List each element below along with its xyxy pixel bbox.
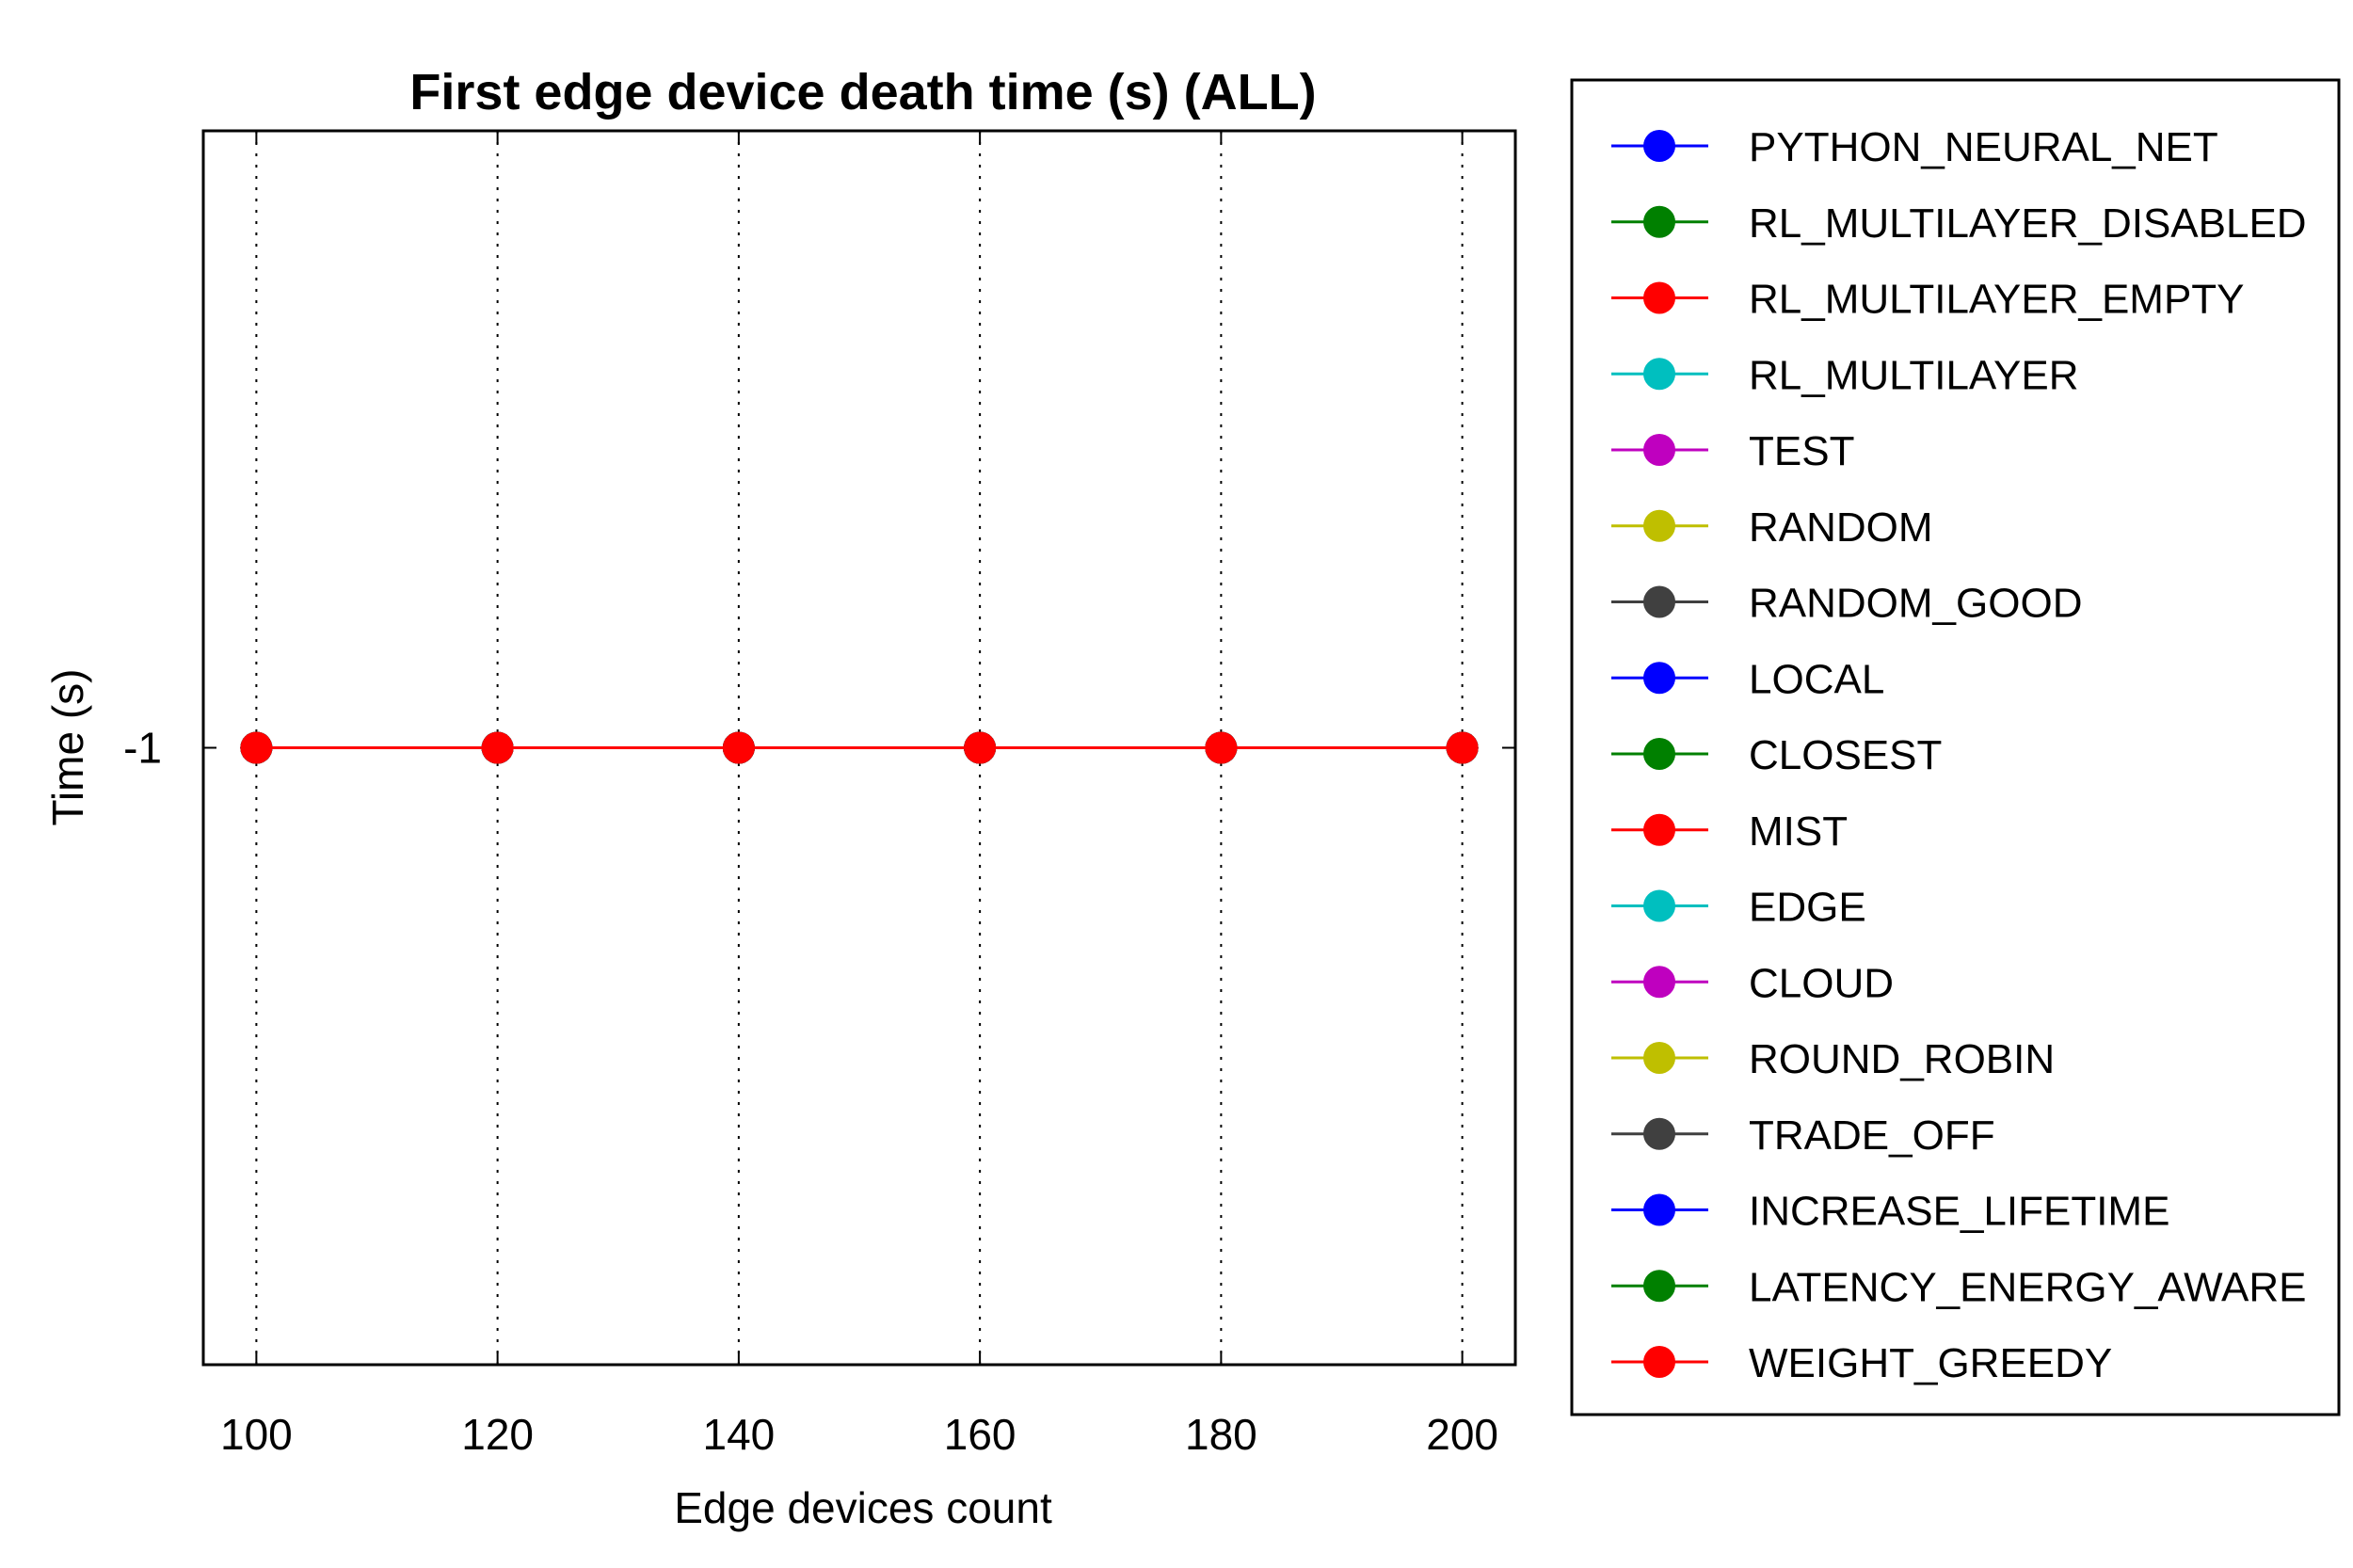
legend-marker bbox=[1643, 662, 1675, 695]
y-tick-label: -1 bbox=[123, 724, 162, 773]
legend-label: WEIGHT_GREEDY bbox=[1749, 1340, 2112, 1386]
legend-label: RL_MULTILAYER_EMPTY bbox=[1749, 277, 2245, 323]
legend-label: INCREASE_LIFETIME bbox=[1749, 1189, 2169, 1235]
legend-label: ROUND_ROBIN bbox=[1749, 1036, 2055, 1082]
y-axis-ticks: -1 bbox=[123, 724, 1515, 773]
legend-box bbox=[1570, 78, 2341, 1416]
chart-title: First edge device death time (s) (ALL) bbox=[409, 64, 1316, 120]
data-point bbox=[1446, 731, 1479, 764]
legend-entry: ROUND_ROBIN bbox=[1611, 1036, 2055, 1082]
legend-entry: CLOSEST bbox=[1611, 732, 1942, 778]
legend-entry: PYTHON_NEURAL_NET bbox=[1611, 124, 2218, 170]
legend-marker bbox=[1643, 1042, 1675, 1074]
legend-entry: WEIGHT_GREEDY bbox=[1611, 1340, 2112, 1386]
x-tick-label: 160 bbox=[944, 1410, 1016, 1459]
legend-marker bbox=[1643, 585, 1675, 618]
data-point bbox=[240, 731, 273, 764]
legend-label: RANDOM bbox=[1749, 504, 1933, 551]
x-tick-label: 100 bbox=[220, 1410, 293, 1459]
data-point bbox=[964, 731, 997, 764]
x-tick-label: 120 bbox=[461, 1410, 534, 1459]
legend-label: CLOUD bbox=[1749, 960, 1894, 1006]
legend-marker bbox=[1643, 205, 1675, 238]
legend-label: MIST bbox=[1749, 808, 1848, 855]
grid-lines bbox=[255, 131, 1464, 1365]
series-layer bbox=[240, 731, 1479, 764]
x-tick-label: 180 bbox=[1185, 1410, 1257, 1459]
legend-entry: RL_MULTILAYER_DISABLED bbox=[1611, 200, 2307, 247]
y-axis-label: Time (s) bbox=[43, 669, 92, 826]
legend-marker bbox=[1643, 889, 1675, 922]
legend-marker bbox=[1643, 1270, 1675, 1303]
data-point bbox=[1205, 731, 1238, 764]
legend-label: LOCAL bbox=[1749, 656, 1884, 702]
legend-entry: RL_MULTILAYER_EMPTY bbox=[1611, 277, 2245, 323]
x-axis-label: Edge devices count bbox=[674, 1483, 1052, 1532]
legend-marker bbox=[1643, 1346, 1675, 1378]
legend-marker bbox=[1643, 1117, 1675, 1150]
x-tick-label: 140 bbox=[703, 1410, 776, 1459]
legend-label: PYTHON_NEURAL_NET bbox=[1749, 124, 2218, 170]
legend-label: EDGE bbox=[1749, 885, 1866, 931]
legend-marker bbox=[1643, 966, 1675, 999]
legend: PYTHON_NEURAL_NET RL_MULTILAYER_DISABLED R… bbox=[1570, 78, 2341, 1416]
legend-marker bbox=[1643, 738, 1675, 770]
legend-entry: RANDOM bbox=[1611, 504, 1933, 551]
legend-label: RL_MULTILAYER bbox=[1749, 352, 2078, 398]
data-point bbox=[481, 731, 514, 764]
legend-entry: CLOUD bbox=[1611, 960, 1894, 1006]
legend-marker bbox=[1643, 358, 1675, 391]
legend-marker bbox=[1643, 509, 1675, 542]
legend-entry: TEST bbox=[1611, 428, 1854, 474]
legend-label: TRADE_OFF bbox=[1749, 1112, 1995, 1159]
legend-entry: LATENCY_ENERGY_AWARE bbox=[1611, 1264, 2307, 1310]
legend-marker bbox=[1643, 1193, 1675, 1226]
legend-label: TEST bbox=[1749, 428, 1854, 474]
legend-label: RL_MULTILAYER_DISABLED bbox=[1749, 200, 2307, 247]
x-axis-ticks: 100 120 140 160 180 200 bbox=[220, 131, 1498, 1459]
legend-entry: MIST bbox=[1611, 808, 1848, 855]
legend-entry: TRADE_OFF bbox=[1611, 1112, 1995, 1159]
legend-marker bbox=[1643, 434, 1675, 466]
legend-marker bbox=[1643, 130, 1675, 162]
legend-marker bbox=[1643, 281, 1675, 314]
series-weight-greedy bbox=[240, 731, 1479, 764]
legend-label: LATENCY_ENERGY_AWARE bbox=[1749, 1264, 2307, 1310]
data-point bbox=[722, 731, 755, 764]
legend-entry: RANDOM_GOOD bbox=[1611, 581, 2082, 627]
legend-marker bbox=[1643, 813, 1675, 846]
legend-items: PYTHON_NEURAL_NET RL_MULTILAYER_DISABLED R… bbox=[1611, 124, 2307, 1386]
legend-entry: EDGE bbox=[1611, 885, 1866, 931]
legend-entry: RL_MULTILAYER bbox=[1611, 352, 2078, 398]
legend-entry: LOCAL bbox=[1611, 656, 1884, 702]
legend-entry: INCREASE_LIFETIME bbox=[1611, 1189, 2169, 1235]
legend-label: CLOSEST bbox=[1749, 732, 1942, 778]
legend-label: RANDOM_GOOD bbox=[1749, 581, 2082, 627]
x-tick-label: 200 bbox=[1426, 1410, 1498, 1459]
